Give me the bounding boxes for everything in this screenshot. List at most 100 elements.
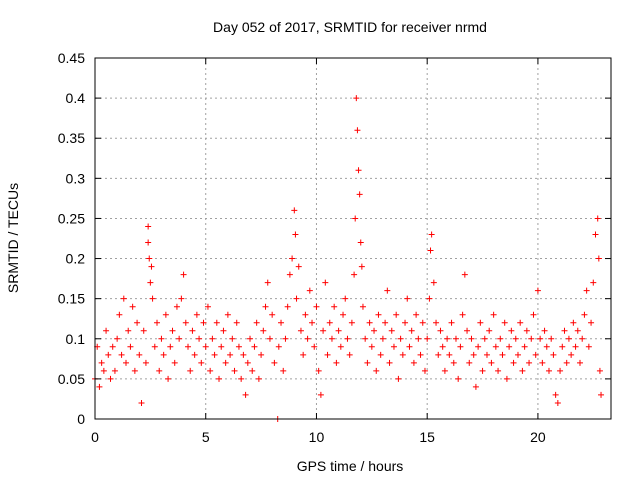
- y-tick-label: 0.2: [66, 251, 86, 267]
- data-point: [428, 231, 435, 238]
- data-point: [180, 271, 187, 278]
- y-tick-label: 0.45: [58, 50, 85, 66]
- data-point: [260, 327, 267, 334]
- data-point: [359, 303, 366, 310]
- data-point: [342, 295, 349, 302]
- data-point: [472, 383, 479, 390]
- data-point: [541, 327, 548, 334]
- data-point: [224, 311, 231, 318]
- data-point: [211, 351, 218, 358]
- data-point: [508, 327, 515, 334]
- data-point: [123, 359, 130, 366]
- data-point: [293, 295, 300, 302]
- data-point: [395, 375, 402, 382]
- data-point: [109, 343, 116, 350]
- data-point: [470, 351, 477, 358]
- grid-lines: [95, 58, 611, 419]
- x-tick-label: 15: [419, 429, 435, 445]
- data-point: [127, 343, 134, 350]
- data-point: [266, 335, 273, 342]
- data-point: [461, 271, 468, 278]
- data-point: [191, 351, 198, 358]
- data-point: [222, 359, 229, 366]
- data-point: [253, 319, 260, 326]
- data-point: [105, 351, 112, 358]
- data-point: [483, 351, 490, 358]
- data-point: [313, 303, 320, 310]
- data-point: [521, 343, 528, 350]
- data-point: [96, 383, 103, 390]
- data-point: [503, 375, 510, 382]
- data-point: [286, 271, 293, 278]
- data-point: [176, 335, 183, 342]
- x-tick-label: 0: [91, 429, 99, 445]
- data-point: [486, 327, 493, 334]
- data-point: [218, 343, 225, 350]
- data-point: [570, 319, 577, 326]
- data-point: [131, 367, 138, 374]
- data-point: [353, 95, 360, 102]
- data-point: [340, 311, 347, 318]
- data-point: [354, 127, 361, 134]
- data-point: [534, 287, 541, 294]
- data-point: [280, 367, 287, 374]
- data-point: [351, 271, 358, 278]
- y-tick-label: 0.1: [66, 331, 86, 347]
- data-point: [182, 319, 189, 326]
- data-point: [457, 343, 464, 350]
- data-point: [304, 335, 311, 342]
- data-point: [539, 359, 546, 366]
- data-point: [550, 351, 557, 358]
- data-point: [242, 391, 249, 398]
- data-point: [125, 327, 132, 334]
- data-point: [479, 367, 486, 374]
- data-point: [187, 367, 194, 374]
- data-point: [417, 351, 424, 358]
- data-point: [235, 343, 242, 350]
- data-point: [120, 295, 127, 302]
- data-point: [154, 319, 161, 326]
- y-tick-label: 0.35: [58, 130, 85, 146]
- data-point: [364, 359, 371, 366]
- data-point: [344, 335, 351, 342]
- data-point: [178, 295, 185, 302]
- y-tick-label: 0.25: [58, 210, 85, 226]
- data-point: [335, 327, 342, 334]
- data-point: [583, 287, 590, 294]
- data-point: [552, 391, 559, 398]
- data-point: [548, 335, 555, 342]
- data-point: [244, 359, 251, 366]
- data-point: [446, 351, 453, 358]
- data-point: [358, 263, 365, 270]
- data-point: [233, 319, 240, 326]
- data-point: [278, 319, 285, 326]
- data-point: [333, 359, 340, 366]
- data-point: [455, 375, 462, 382]
- data-point: [306, 287, 313, 294]
- data-point: [408, 327, 415, 334]
- data-point: [444, 335, 451, 342]
- data-point: [320, 327, 327, 334]
- data-point: [492, 343, 499, 350]
- data-point: [563, 359, 570, 366]
- data-point: [337, 343, 344, 350]
- data-point: [196, 335, 203, 342]
- x-axis-label: GPS time / hours: [297, 458, 404, 474]
- data-point: [362, 335, 369, 342]
- data-point: [433, 319, 440, 326]
- data-point: [561, 327, 568, 334]
- data-point: [165, 375, 172, 382]
- data-point: [439, 343, 446, 350]
- data-point: [598, 391, 605, 398]
- data-point: [386, 359, 393, 366]
- data-point: [510, 359, 517, 366]
- data-point: [289, 255, 296, 262]
- data-point: [167, 343, 174, 350]
- data-point: [324, 351, 331, 358]
- data-point: [129, 303, 136, 310]
- data-point: [352, 215, 359, 222]
- data-point: [481, 335, 488, 342]
- data-point: [275, 343, 282, 350]
- data-point: [315, 367, 322, 374]
